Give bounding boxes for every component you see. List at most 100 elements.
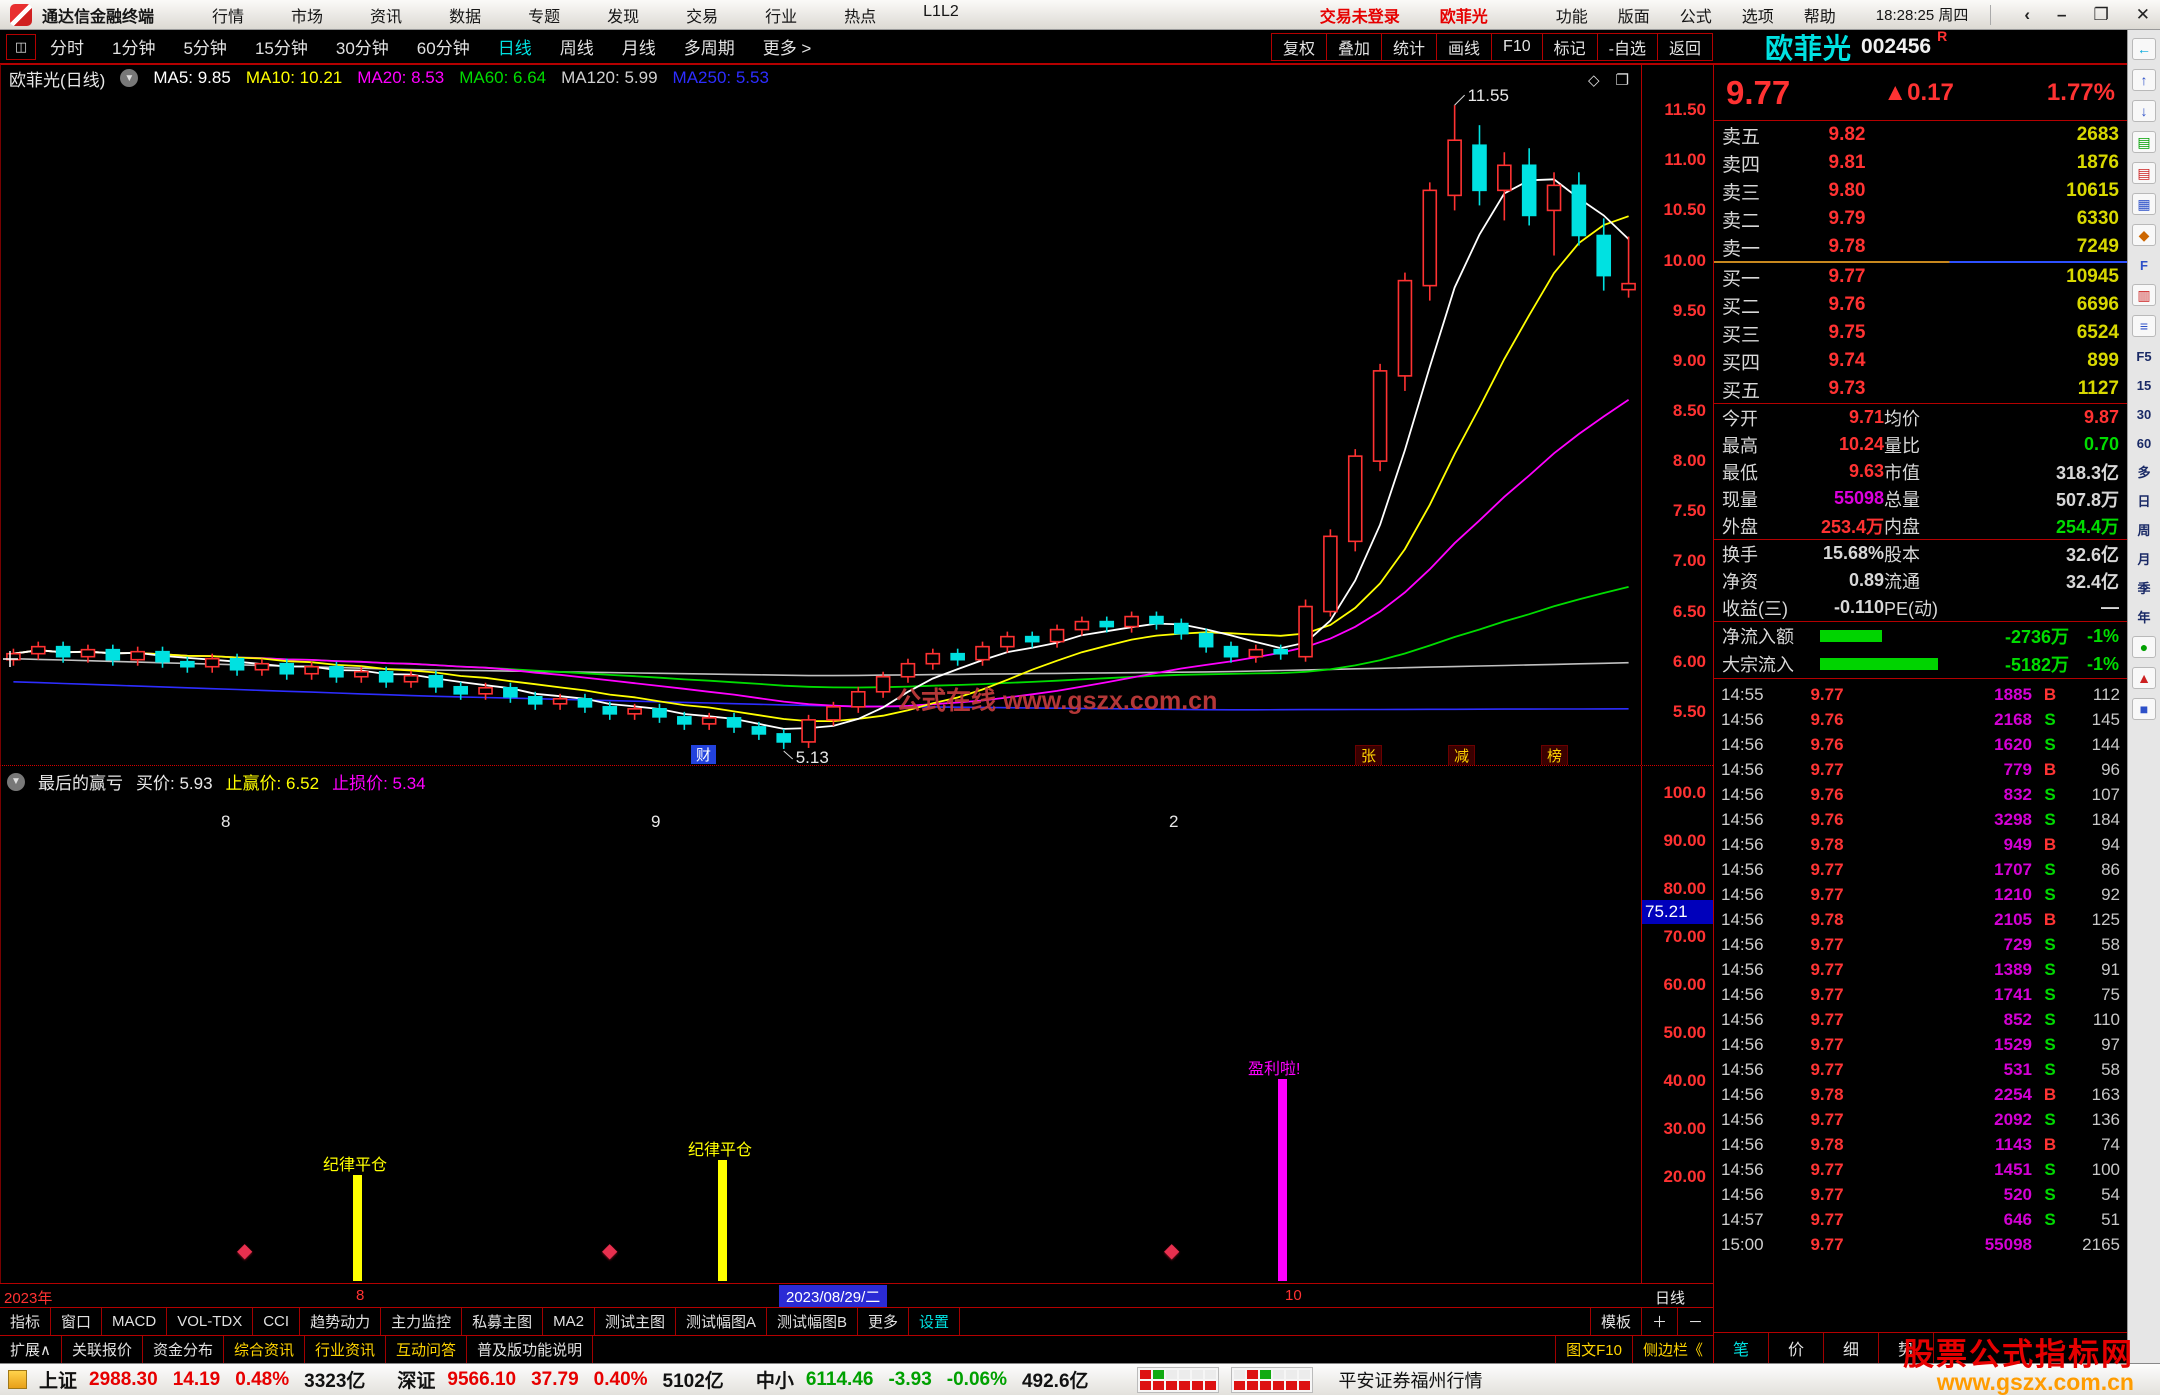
window-icon[interactable]: ❐: [1615, 72, 1629, 89]
menubar-item[interactable]: 资讯: [370, 8, 403, 26]
period-tab[interactable]: 30分钟: [335, 39, 389, 58]
period-day[interactable]: 日: [2137, 493, 2151, 509]
menubar-item[interactable]: 行情: [212, 8, 245, 26]
indicator-tab[interactable]: 设置: [909, 1308, 961, 1335]
finance-overlay-button[interactable]: 财: [691, 745, 717, 764]
menubar-item[interactable]: 发现: [607, 8, 640, 26]
list-icon[interactable]: ≡: [2132, 315, 2156, 337]
indicator-tab[interactable]: 测试主图: [595, 1308, 676, 1335]
extension-tab[interactable]: 互动问答: [386, 1336, 468, 1363]
indicator-tab[interactable]: 私募主图: [462, 1308, 544, 1335]
f10-icon[interactable]: F: [2140, 257, 2148, 273]
layout-grid-icon[interactable]: ◫: [6, 33, 36, 60]
period-month[interactable]: 月: [2137, 551, 2151, 567]
period-tab[interactable]: 月线: [621, 39, 656, 58]
chevron-down-icon[interactable]: ▼: [120, 69, 139, 87]
chart-overlay-button[interactable]: 榜: [1541, 745, 1569, 765]
tool-button[interactable]: 统计: [1381, 32, 1438, 61]
period-tab[interactable]: 1分钟: [112, 39, 156, 58]
period-60[interactable]: 60: [2136, 435, 2152, 451]
columns-icon[interactable]: ▥: [2132, 284, 2156, 306]
dot-icon[interactable]: ●: [2132, 636, 2156, 658]
period-30[interactable]: 30: [2136, 406, 2152, 422]
period-tab[interactable]: 多周期: [683, 39, 735, 58]
indicator-tab[interactable]: VOL-TDX: [167, 1308, 254, 1335]
menubar-item[interactable]: 交易: [686, 8, 719, 26]
menubar-item[interactable]: 版面: [1617, 8, 1650, 26]
indicator-tab[interactable]: MACD: [102, 1308, 168, 1335]
triangle-icon[interactable]: ▲: [2132, 667, 2156, 689]
period-tab[interactable]: 60分钟: [416, 39, 470, 58]
kline-chart[interactable]: 11.55 5.13: [1, 65, 1641, 766]
indicator-tab[interactable]: 测试幅图A: [676, 1308, 767, 1335]
diamond-icon[interactable]: ◆: [2132, 224, 2156, 246]
sub-chart-pane[interactable]: ▼ 最后的赢亏 买价: 5.93 止赢价: 6.52 止损价: 5.34 100.0…: [0, 766, 1713, 1283]
period-f5[interactable]: F5: [2136, 348, 2152, 364]
menubar-item[interactable]: 市场: [291, 8, 324, 26]
remove-pane-button[interactable]: －: [1676, 1308, 1713, 1335]
index-name[interactable]: 上证: [39, 1371, 78, 1392]
tool-button[interactable]: 标记: [1541, 32, 1598, 61]
down-arrow-icon[interactable]: ↓: [2132, 100, 2156, 122]
red-table-icon[interactable]: ▤: [2132, 162, 2156, 184]
menubar-item[interactable]: L1L2: [923, 2, 959, 20]
extension-tab[interactable]: 扩展∧: [0, 1336, 62, 1363]
period-multi[interactable]: 多: [2137, 464, 2151, 480]
period-tab[interactable]: 分时: [50, 39, 84, 58]
back-arrow-icon[interactable]: ←: [2132, 38, 2156, 60]
restore-button[interactable]: ❐: [2093, 4, 2109, 24]
square-icon[interactable]: ■: [2132, 698, 2156, 720]
template-button[interactable]: 模板: [1589, 1308, 1641, 1335]
extension-tab[interactable]: 综合资讯: [224, 1336, 306, 1363]
menubar-item[interactable]: 公式: [1679, 8, 1712, 26]
tool-button[interactable]: 画线: [1436, 32, 1493, 61]
indicator-tab[interactable]: 窗口: [51, 1308, 103, 1335]
extension-tab[interactable]: 关联报价: [62, 1336, 143, 1363]
menubar-item[interactable]: 热点: [844, 8, 877, 26]
back-button[interactable]: ‹: [2024, 4, 2031, 24]
indicator-tab[interactable]: 测试幅图B: [767, 1308, 858, 1335]
index-name[interactable]: 中小: [755, 1371, 794, 1392]
login-status[interactable]: 交易未登录: [1319, 8, 1400, 26]
tick-tab[interactable]: 势: [1879, 1333, 1934, 1363]
period-tab[interactable]: 日线: [497, 39, 532, 58]
menubar-item[interactable]: 选项: [1741, 8, 1774, 26]
minimize-button[interactable]: –: [2057, 4, 2067, 24]
indicator-tab[interactable]: CCI: [253, 1308, 301, 1335]
diamond-icon[interactable]: ◇: [1588, 72, 1600, 89]
green-table-icon[interactable]: ▤: [2132, 131, 2156, 153]
tick-tab[interactable]: 细: [1824, 1333, 1879, 1363]
period-tab[interactable]: 5分钟: [183, 39, 227, 58]
period-tab[interactable]: 15分钟: [254, 39, 308, 58]
grid-icon[interactable]: ▦: [2132, 193, 2156, 215]
period-tab[interactable]: 周线: [559, 39, 594, 58]
chevron-down-icon[interactable]: ▼: [7, 772, 25, 791]
tick-tab[interactable]: 价: [1769, 1333, 1824, 1363]
menubar-item[interactable]: 功能: [1555, 8, 1588, 26]
tool-button[interactable]: 叠加: [1326, 32, 1383, 61]
menubar-item[interactable]: 专题: [528, 8, 561, 26]
add-pane-button[interactable]: ＋: [1640, 1308, 1677, 1335]
up-arrow-icon[interactable]: ↑: [2132, 69, 2156, 91]
stock-shortcut[interactable]: 欧菲光: [1439, 8, 1488, 26]
indicator-tab[interactable]: 指标: [0, 1308, 52, 1335]
tick-tab[interactable]: 笔: [1714, 1333, 1769, 1363]
period-tab[interactable]: 更多 >: [762, 39, 812, 58]
indicator-tab[interactable]: 趋势动力: [300, 1308, 382, 1335]
indicator-tab[interactable]: 更多: [858, 1308, 910, 1335]
tool-button[interactable]: 返回: [1656, 32, 1713, 61]
period-quarter[interactable]: 季: [2137, 580, 2151, 596]
tick-list[interactable]: 14:55 9.77 1885 B 112 14:56 9.76 2168 S 145 14:56 9…: [1714, 679, 2127, 1332]
menubar-item[interactable]: 数据: [449, 8, 482, 26]
indicator-tab[interactable]: 主力监控: [381, 1308, 463, 1335]
extension-tab[interactable]: 普及版功能说明: [467, 1336, 594, 1363]
main-chart-pane[interactable]: 11.55 5.13 欧菲光(日线) ▼ MA5: 9.85 MA10: 10.21…: [0, 64, 1713, 766]
menubar-item[interactable]: 行业: [765, 8, 798, 26]
tool-button[interactable]: 复权: [1270, 32, 1327, 61]
tool-button[interactable]: -自选: [1596, 32, 1658, 61]
tool-button[interactable]: F10: [1491, 32, 1543, 61]
period-year[interactable]: 年: [2137, 609, 2151, 625]
extension-tab[interactable]: 侧边栏《: [1631, 1336, 1713, 1363]
indicator-tab[interactable]: MA2: [543, 1308, 595, 1335]
period-week[interactable]: 周: [2137, 522, 2151, 538]
